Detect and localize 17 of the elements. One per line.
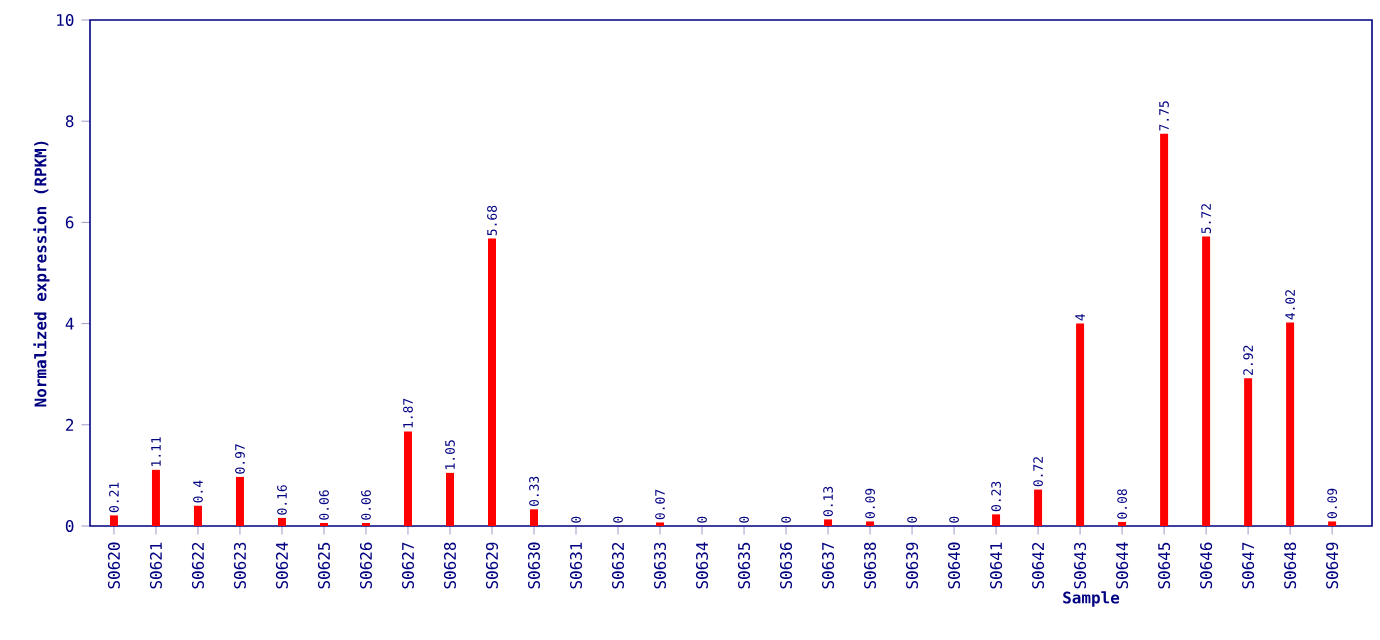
bar [530, 509, 538, 526]
bar [403, 431, 412, 526]
bar [1202, 236, 1211, 526]
bar [193, 505, 202, 526]
bar [824, 519, 833, 526]
bar [992, 514, 1001, 526]
bar [1160, 133, 1169, 526]
bar [1034, 489, 1043, 526]
bar [1076, 323, 1085, 526]
bar [1286, 322, 1295, 526]
bar [1244, 378, 1253, 526]
bar [235, 476, 244, 526]
bar [277, 517, 286, 526]
bar [488, 238, 496, 526]
bar [445, 472, 454, 526]
bar [109, 515, 118, 526]
bar [151, 469, 160, 526]
